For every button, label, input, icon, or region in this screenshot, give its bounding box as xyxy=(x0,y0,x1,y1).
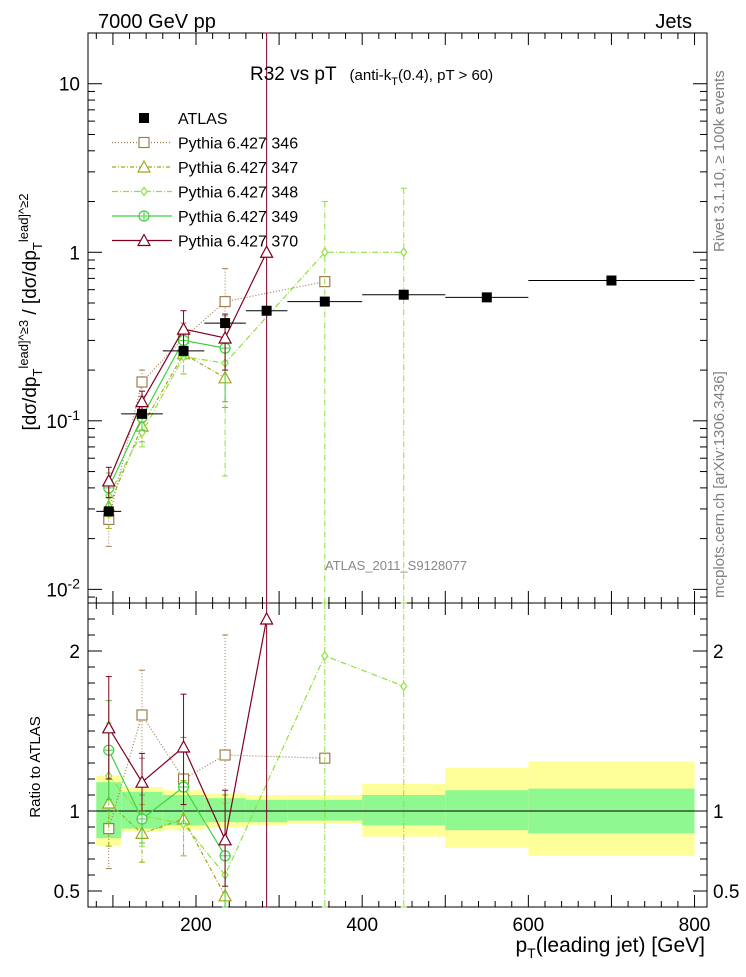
ratio-series-point xyxy=(220,750,230,760)
mc-series-point xyxy=(178,323,190,334)
x-tick-label: 400 xyxy=(346,915,378,936)
ratio-series-point xyxy=(178,741,190,752)
y-tick-label: 10-2 xyxy=(46,575,80,601)
legend: ATLAS Pythia 6.427 346 Pythia 6.427 347 Pyt… xyxy=(112,111,298,251)
legend-marker xyxy=(141,188,147,196)
legend-label: Pythia 6.427 347 xyxy=(178,160,298,177)
y-tick-label: 1 xyxy=(69,243,80,264)
title-sub-pre: (anti-k xyxy=(350,67,392,84)
title-main: R32 vs pT xyxy=(250,64,337,85)
atlas-point xyxy=(262,306,272,316)
atlas-point xyxy=(179,346,189,356)
atlas-point xyxy=(104,506,114,516)
marker-triangle xyxy=(178,323,190,334)
ratio-series-point xyxy=(322,652,328,660)
marker-square xyxy=(137,710,147,720)
chart-stage: 200 400 600 800 10-2 10-1 1 10 0.5 0.5 1 1 2 2 ATLAS P… xyxy=(0,0,746,972)
ratio-ylabel: Ratio to ATLAS xyxy=(27,716,44,817)
legend-label: ATLAS xyxy=(178,111,228,128)
atlas-point xyxy=(137,409,147,419)
marker-triangle xyxy=(219,834,231,845)
x-tick-label: 200 xyxy=(180,915,212,936)
marker-square xyxy=(139,138,149,148)
mc-series-point xyxy=(137,377,147,387)
header-left: 7000 GeV pp xyxy=(98,11,216,33)
ratio-series-point xyxy=(219,834,231,845)
marker-triangle xyxy=(178,741,190,752)
marker-square xyxy=(137,377,147,387)
chart-title: R32 vs pT (anti-kT(0.4), pT > 60) xyxy=(250,64,493,88)
side-label-top: Rivet 3.1.10, ≥ 100k events xyxy=(711,70,728,252)
atlas-point xyxy=(220,318,230,328)
y-tick-label: 10-1 xyxy=(46,407,80,433)
legend-label: Pythia 6.427 346 xyxy=(178,136,298,153)
legend-label: Pythia 6.427 348 xyxy=(178,185,298,202)
mc-series-point xyxy=(401,248,407,256)
side-label-bottom: mcplots.cern.ch [arXiv:1306.3436] xyxy=(711,371,728,598)
marker-diamond xyxy=(322,652,328,660)
ratio-series-point xyxy=(103,722,115,733)
marker-triangle xyxy=(261,613,273,624)
marker-diamond xyxy=(401,682,407,690)
ratio-y-tick-label: 1 xyxy=(69,802,80,823)
header-right: Jets xyxy=(655,11,692,33)
title-sub-post: (0.4), pT > 60) xyxy=(398,67,493,84)
legend-marker xyxy=(139,138,149,148)
mc-series-line-2 xyxy=(109,252,404,495)
legend-label: Pythia 6.427 349 xyxy=(178,209,298,226)
ratio-y-tick-label: 2 xyxy=(69,642,80,663)
legend-marker xyxy=(139,211,149,221)
atlas-point xyxy=(482,292,492,302)
mc-series-point xyxy=(220,297,230,307)
ratio-series-point xyxy=(261,613,273,624)
ratio-y-tick-label-right: 1 xyxy=(713,802,724,823)
mc-series-line-1 xyxy=(109,354,225,507)
marker-triangle xyxy=(136,396,148,407)
marker-triangle xyxy=(136,776,148,787)
mc-series-point xyxy=(136,396,148,407)
atlas-point xyxy=(606,276,616,286)
legend-label: Pythia 6.427 370 xyxy=(178,234,298,251)
ratio-series-line-2 xyxy=(109,656,404,875)
y-tick-label: 10 xyxy=(59,75,80,96)
marker-diamond xyxy=(401,248,407,256)
marker-triangle xyxy=(103,722,115,733)
marker-diamond xyxy=(141,188,147,196)
ratio-series-point xyxy=(137,814,147,824)
atlas-layer xyxy=(96,276,694,517)
ratio-series-point xyxy=(136,776,148,787)
x-tick-label: 800 xyxy=(679,915,711,936)
analysis-id: ATLAS_2011_S9128077 xyxy=(325,558,467,573)
atlas-point xyxy=(399,290,409,300)
ratio-series-point xyxy=(137,710,147,720)
band-inner xyxy=(445,790,528,830)
x-tick-label: 600 xyxy=(513,915,545,936)
ratio-series-point xyxy=(401,682,407,690)
main-ylabel: [dσ/dpTlead]^≥3 / [dσ/dpTlead]^≥2 xyxy=(16,193,45,430)
chart-svg: 200 400 600 800 10-2 10-1 1 10 0.5 0.5 1 1 2 2 ATLAS P… xyxy=(0,0,746,972)
ratio-frame xyxy=(88,603,707,907)
atlas-point xyxy=(320,297,330,307)
ratio-y-tick-label-right: 2 xyxy=(713,642,724,663)
x-axis-label: pT(leading jet) [GeV] xyxy=(515,934,705,961)
ratio-y-tick-label-right: 0.5 xyxy=(713,882,739,903)
marker-square xyxy=(220,297,230,307)
ratio-y-tick-label: 0.5 xyxy=(54,882,80,903)
marker-square xyxy=(220,750,230,760)
legend-marker-atlas xyxy=(139,113,149,123)
mc-series-line-4 xyxy=(109,252,267,481)
